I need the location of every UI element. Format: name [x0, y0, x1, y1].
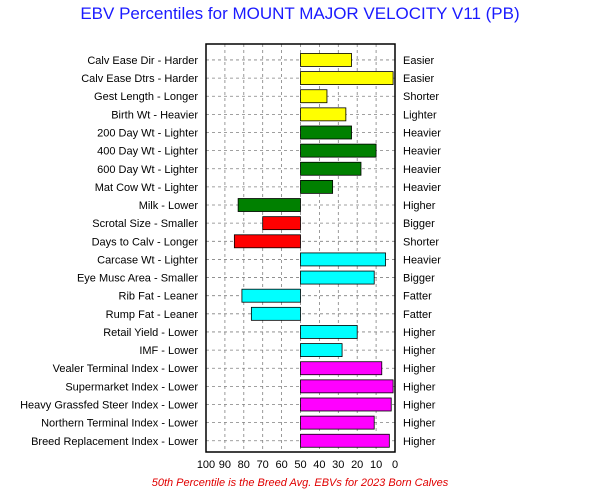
category-label: Calv Ease Dir - Harder [87, 55, 198, 67]
bar-21 [300, 415, 375, 430]
x-tick-label: 70 [257, 459, 269, 471]
direction-label: Higher [403, 327, 436, 339]
bar-13 [300, 270, 375, 285]
direction-label: Fatter [403, 291, 432, 303]
bar-2 [300, 71, 394, 85]
direction-label: Higher [403, 345, 436, 357]
category-label: Days to Calv - Longer [92, 236, 199, 248]
direction-label: Heavier [403, 254, 441, 266]
plot-frame [205, 43, 396, 453]
bar-6 [300, 143, 377, 158]
category-label: Mat Cow Wt - Lighter [95, 182, 199, 194]
bar-20 [300, 397, 392, 412]
direction-label: Bigger [403, 218, 435, 230]
direction-label: Higher [403, 436, 436, 448]
x-tick-label: 90 [219, 459, 231, 471]
x-tick-label: 50 [294, 459, 306, 471]
x-tick-label: 60 [275, 459, 287, 471]
bar-22 [300, 433, 390, 448]
bar-3 [300, 89, 328, 104]
direction-label: Higher [403, 418, 436, 430]
direction-label: Lighter [403, 109, 437, 121]
direction-label: Higher [403, 399, 436, 411]
direction-label: Easier [403, 73, 435, 85]
x-tick-label: 80 [238, 459, 250, 471]
category-label: Retail Yield - Lower [103, 327, 198, 339]
direction-label: Heavier [403, 127, 441, 139]
category-label: Heavy Grassfed Steer Index - Lower [20, 399, 198, 411]
category-label: 400 Day Wt - Lighter [97, 146, 198, 158]
direction-label: Heavier [403, 164, 441, 176]
bar-7 [300, 161, 362, 176]
bar-14 [241, 288, 301, 303]
category-label: Eye Musc Area - Smaller [77, 273, 198, 285]
direction-label: Higher [403, 200, 436, 212]
category-label: Northern Terminal Index - Lower [41, 418, 198, 430]
chart-footnote: 50th Percentile is the Breed Avg. EBVs f… [151, 477, 449, 489]
bar-19 [300, 379, 394, 394]
bar-16 [300, 325, 358, 339]
category-label: Carcase Wt - Lighter [97, 254, 198, 266]
direction-label: Bigger [403, 273, 435, 285]
bar-15 [250, 306, 301, 321]
bar-11 [233, 234, 301, 249]
category-label: Rib Fat - Leaner [119, 291, 199, 303]
direction-label: Easier [403, 55, 435, 67]
x-tick-label: 0 [392, 459, 398, 471]
bar-8 [300, 179, 334, 194]
x-tick-label: 100 [197, 459, 215, 471]
bar-17 [300, 343, 343, 357]
x-tick-label: 20 [351, 459, 363, 471]
direction-label: Higher [403, 381, 436, 393]
x-tick-label: 30 [332, 459, 344, 471]
x-tick-label: 40 [313, 459, 325, 471]
bar-4 [300, 107, 347, 122]
bar-5 [300, 125, 352, 140]
bar-18 [300, 361, 383, 376]
direction-label: Shorter [403, 236, 439, 248]
category-label: Supermarket Index - Lower [65, 381, 198, 393]
direction-label: Heavier [403, 182, 441, 194]
chart-title: EBV Percentiles for MOUNT MAJOR VELOCITY… [80, 4, 520, 23]
category-label: Vealer Terminal Index - Lower [53, 363, 199, 375]
bar-10 [262, 216, 301, 231]
category-label: Birth Wt - Heavier [111, 109, 198, 121]
category-label: Scrotal Size - Smaller [92, 218, 198, 230]
bar-9 [237, 198, 301, 212]
category-label: IMF - Lower [139, 345, 198, 357]
direction-label: Heavier [403, 146, 441, 158]
category-label: Gest Length - Longer [94, 91, 198, 103]
bar-12 [300, 252, 386, 267]
category-label: Breed Replacement Index - Lower [31, 436, 198, 448]
category-label: 600 Day Wt - Lighter [97, 164, 198, 176]
bar-1 [300, 53, 352, 67]
direction-label: Fatter [403, 309, 432, 321]
category-label: Milk - Lower [139, 200, 199, 212]
category-label: Calv Ease Dtrs - Harder [81, 73, 198, 85]
x-tick-label: 10 [370, 459, 382, 471]
direction-label: Shorter [403, 91, 439, 103]
category-label: Rump Fat - Leaner [106, 309, 199, 321]
category-label: 200 Day Wt - Lighter [97, 127, 198, 139]
direction-label: Higher [403, 363, 436, 375]
